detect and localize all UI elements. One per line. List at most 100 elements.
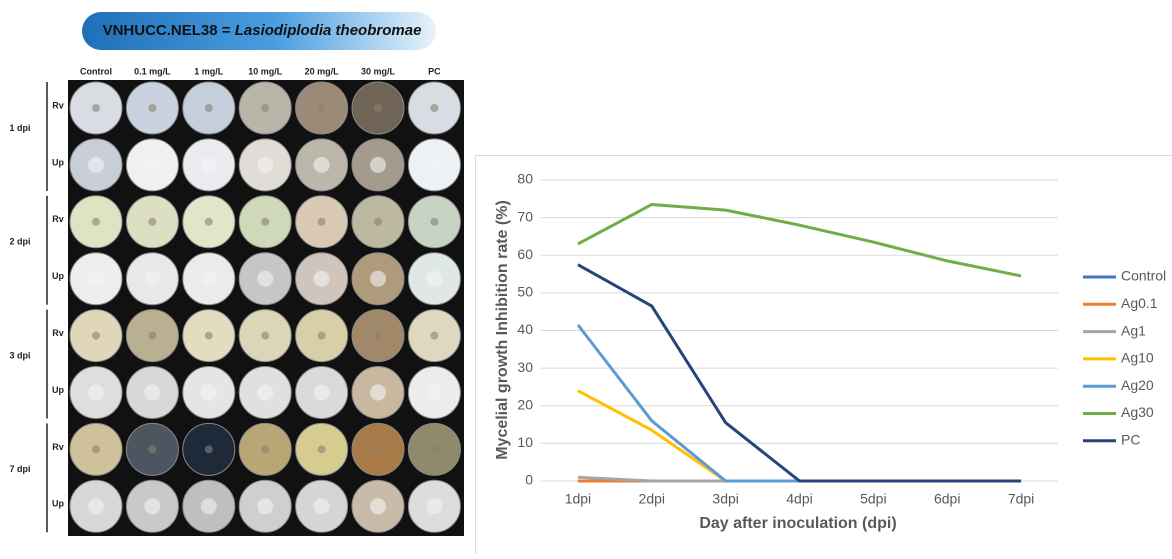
colony-center — [430, 218, 438, 226]
colony-center — [205, 218, 213, 226]
x-tick-label: 1dpi — [565, 491, 591, 507]
colony-center — [88, 271, 104, 287]
colony-center — [148, 218, 156, 226]
colony-center — [374, 218, 382, 226]
column-header: 10 mg/L — [248, 66, 283, 76]
colony-center — [370, 385, 386, 401]
y-tick-label: 70 — [517, 208, 533, 224]
colony-center — [318, 218, 326, 226]
colony-center — [205, 104, 213, 112]
y-tick-label: 20 — [517, 396, 533, 412]
legend-label: Ag1 — [1121, 322, 1146, 338]
row-side-label: Up — [52, 385, 64, 395]
colony-center — [148, 332, 156, 340]
colony-center — [201, 498, 217, 514]
x-tick-label: 7dpi — [1008, 491, 1034, 507]
colony-center — [430, 445, 438, 453]
colony-center — [148, 445, 156, 453]
colony-center — [257, 157, 273, 173]
colony-center — [261, 218, 269, 226]
colony-center — [374, 104, 382, 112]
colony-center — [426, 385, 442, 401]
colony-center — [148, 104, 156, 112]
colony-center — [205, 332, 213, 340]
column-header: PC — [428, 66, 441, 76]
row-side-label: Rv — [52, 442, 64, 452]
colony-center — [92, 445, 100, 453]
x-axis-title: Day after inoculation (dpi) — [699, 515, 896, 532]
y-tick-label: 50 — [517, 284, 533, 300]
colony-center — [257, 271, 273, 287]
column-header: 1 mg/L — [194, 66, 224, 76]
legend-label: Ag20 — [1121, 377, 1154, 393]
colony-center — [426, 498, 442, 514]
page: VNHUCC.NEL38 = Lasiodiplodia theobromae … — [0, 0, 1172, 559]
colony-center — [92, 104, 100, 112]
y-tick-label: 30 — [517, 359, 533, 375]
colony-center — [374, 445, 382, 453]
colony-center — [92, 332, 100, 340]
colony-center — [370, 498, 386, 514]
colony-center — [201, 385, 217, 401]
y-tick-label: 80 — [517, 171, 533, 187]
row-side-label: Up — [52, 271, 64, 281]
colony-center — [144, 385, 160, 401]
row-group-label: 7 dpi — [9, 464, 30, 474]
colony-center — [261, 332, 269, 340]
colony-center — [314, 498, 330, 514]
row-side-label: Rv — [52, 328, 64, 338]
row-group-label: 1 dpi — [9, 123, 30, 133]
legend-label: Ag30 — [1121, 404, 1154, 420]
colony-center — [257, 385, 273, 401]
colony-center — [144, 498, 160, 514]
legend-label: Ag10 — [1121, 350, 1154, 366]
colony-center — [426, 157, 442, 173]
colony-center — [370, 271, 386, 287]
colony-center — [261, 104, 269, 112]
colony-center — [370, 157, 386, 173]
colony-center — [201, 157, 217, 173]
y-axis-title: Mycelial growth Inhibition rate (%) — [494, 200, 511, 460]
colony-center — [374, 332, 382, 340]
legend-label: PC — [1121, 432, 1140, 448]
x-tick-label: 5dpi — [860, 491, 886, 507]
colony-center — [257, 498, 273, 514]
x-tick-label: 6dpi — [934, 491, 960, 507]
colony-center — [92, 218, 100, 226]
colony-center — [144, 271, 160, 287]
row-side-label: Up — [52, 499, 64, 509]
colony-center — [88, 385, 104, 401]
colony-center — [88, 157, 104, 173]
legend-label: Control — [1121, 268, 1166, 284]
colony-center — [318, 445, 326, 453]
species: Lasiodiplodia theobromae — [235, 22, 422, 39]
y-tick-label: 40 — [517, 321, 533, 337]
colony-center — [261, 445, 269, 453]
colony-center — [430, 104, 438, 112]
colony-center — [314, 271, 330, 287]
row-group-label: 2 dpi — [9, 237, 30, 247]
y-tick-label: 0 — [525, 472, 533, 488]
colony-center — [205, 445, 213, 453]
colony-center — [430, 332, 438, 340]
panel-title: VNHUCC.NEL38 = Lasiodiplodia theobromae — [103, 22, 422, 39]
column-header: Control — [80, 66, 112, 76]
x-tick-label: 4dpi — [786, 491, 812, 507]
y-tick-label: 10 — [517, 434, 533, 450]
colony-center — [201, 271, 217, 287]
colony-center — [318, 104, 326, 112]
y-tick-label: 60 — [517, 246, 533, 262]
colony-center — [314, 385, 330, 401]
x-tick-label: 3dpi — [712, 491, 738, 507]
row-group-label: 3 dpi — [9, 350, 30, 360]
row-side-label: Rv — [52, 100, 64, 110]
strain: VNHUCC.NEL38 = — [103, 22, 231, 39]
row-side-label: Rv — [52, 214, 64, 224]
column-header: 20 mg/L — [305, 66, 340, 76]
colony-center — [314, 157, 330, 173]
colony-center — [318, 332, 326, 340]
row-side-label: Up — [52, 157, 64, 167]
legend-label: Ag0.1 — [1121, 295, 1158, 311]
column-header: 30 mg/L — [361, 66, 396, 76]
colony-center — [88, 498, 104, 514]
